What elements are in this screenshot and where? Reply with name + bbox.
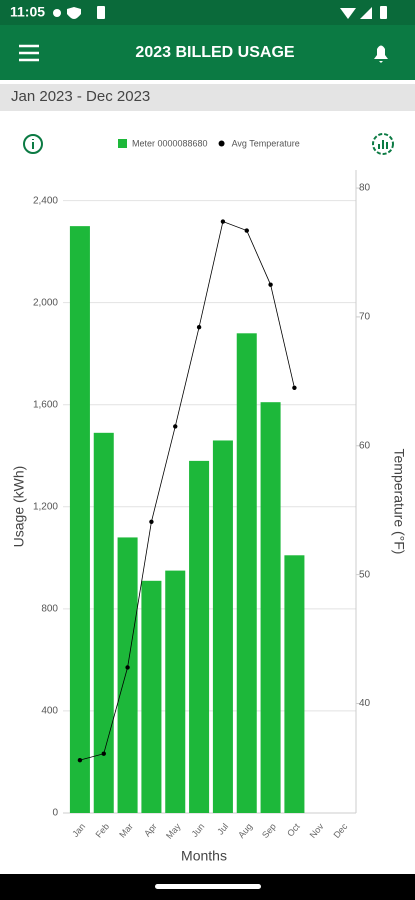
date-bar [0,84,415,111]
menu-button[interactable] [19,44,39,62]
x-tick-label: May [164,821,183,841]
x-tick-label: Jun [189,821,206,839]
status-bar [0,0,415,25]
chart-settings-button[interactable] [372,133,394,155]
legend-label: Meter 0000088680 [132,138,208,148]
notification-button[interactable] [374,45,388,64]
y-tick-label: 2,000 [33,297,58,308]
bar [212,440,233,813]
bar [284,555,305,813]
point [196,325,202,330]
x-tick-label: Jan [70,821,87,839]
bar [93,432,114,813]
date-range[interactable]: Jan 2023 - Dec 2023 [11,88,150,105]
status-icon [53,9,61,17]
app-header [0,25,415,80]
status-icon [67,7,81,19]
x-tick-label: Dec [331,821,349,840]
x-tick-label: Oct [285,821,302,839]
y-tick-label: 1,600 [33,399,58,410]
y2-tick-label: 80 [359,183,371,194]
x-tick-label: Jul [215,821,230,836]
point [125,665,130,670]
y2-tick-label: 50 [359,569,371,580]
bar [117,537,138,813]
x-tick-label: Apr [142,821,159,838]
x-tick-label: Nov [308,821,326,840]
y-axis-title: Usage (kWh) [11,466,27,548]
y2-tick-label: 60 [359,440,371,451]
info-button[interactable] [23,134,43,154]
bar [236,333,257,813]
status-time: 11:05 [10,4,45,20]
chart: 0 400 800 1,200 1,600 2,000 2,400 40 50 60 70 80 Jan… [11,138,408,863]
header-title: 2023 BILLED USAGE [135,44,294,61]
point [244,228,249,233]
signal-icon [360,7,372,19]
y-tick-label: 1,200 [33,501,58,512]
x-tick-label: Aug [236,821,254,840]
y-tick-label: 2,400 [33,195,58,206]
legend-label: Avg Temperature [232,138,300,148]
x-axis-title: Months [181,848,227,864]
bar [260,402,281,813]
y2-tick-label: 70 [359,312,371,323]
status-icon [97,6,105,19]
point [220,219,226,224]
bar [69,226,90,814]
x-tick-label: Sep [260,821,278,840]
point [173,424,178,429]
bar [189,460,210,813]
y-tick-label: 400 [41,706,58,717]
point [101,751,106,756]
home-indicator[interactable] [155,884,261,889]
x-tick-label: Feb [93,821,111,839]
bar [141,580,162,813]
point [149,519,154,524]
x-tick-label: Mar [117,821,135,839]
point [268,282,273,287]
point [292,385,297,390]
battery-icon [380,6,387,19]
bar [165,570,186,813]
point [77,757,83,763]
wifi-icon [340,8,356,19]
line [79,221,295,761]
legend-swatch [118,139,127,148]
y-tick-label: 800 [41,604,58,615]
y2-axis-title: Temperature (°F) [391,449,407,555]
legend-swatch [218,140,225,147]
y2-tick-label: 40 [359,698,371,709]
y-tick-label: 0 [52,808,58,819]
